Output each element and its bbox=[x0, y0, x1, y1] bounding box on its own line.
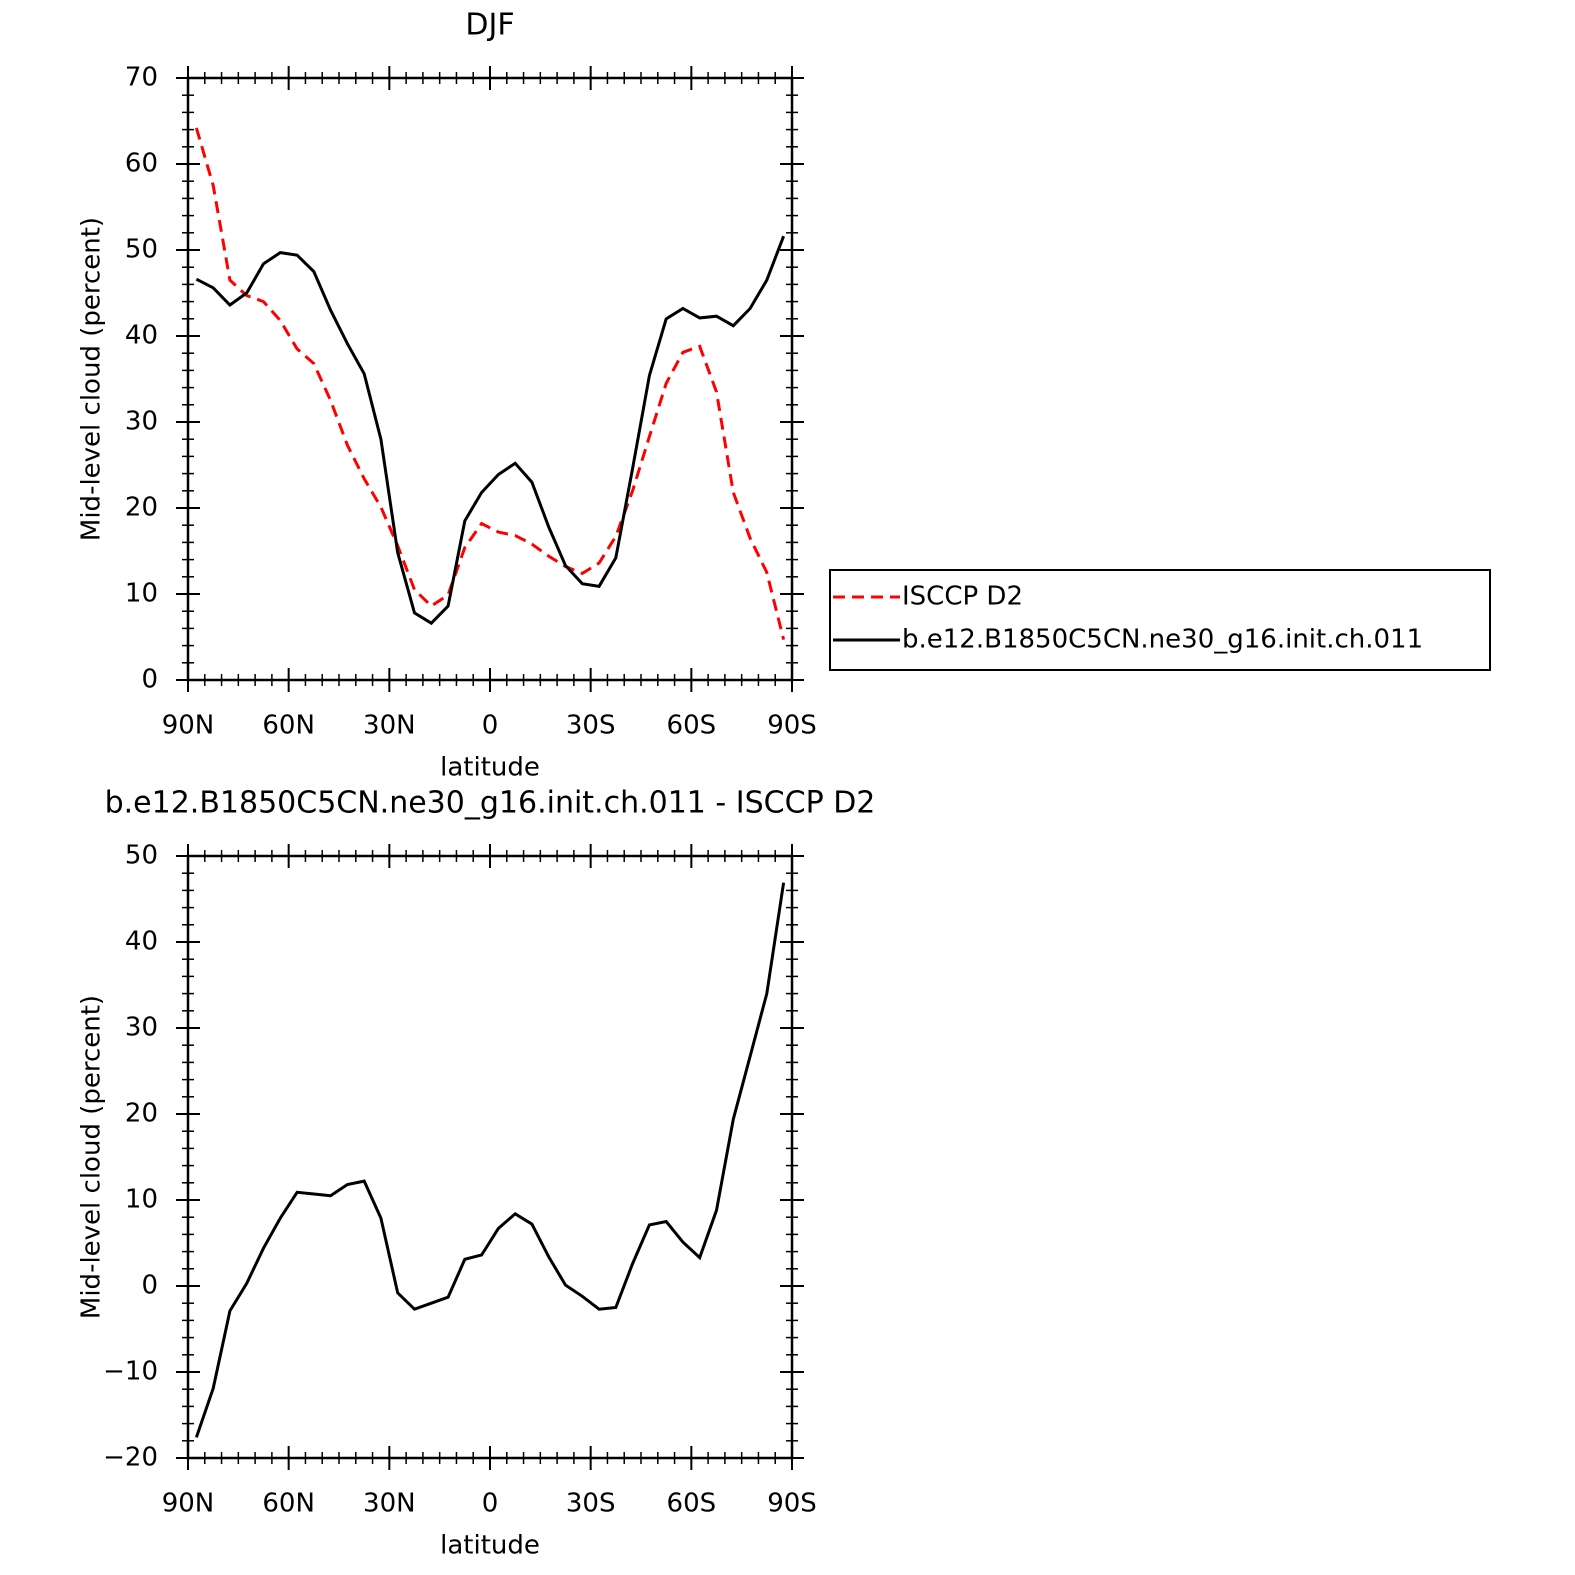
legend-label: ISCCP D2 bbox=[902, 582, 1023, 612]
x-tick-label: 30S bbox=[566, 711, 616, 741]
x-tick-label: 90S bbox=[767, 1489, 817, 1519]
x-tick-label: 90N bbox=[162, 711, 215, 741]
x-tick-label: 0 bbox=[482, 711, 499, 741]
x-tick-label: 0 bbox=[482, 1489, 499, 1519]
legend-box bbox=[829, 569, 1491, 671]
x-tick-label: 90S bbox=[767, 711, 817, 741]
plot-frame bbox=[186, 854, 794, 1460]
y-tick-label: 10 bbox=[125, 1185, 158, 1215]
y-axis-label: Mid-level cloud (percent) bbox=[77, 217, 107, 541]
x-axis-label: latitude bbox=[440, 1531, 540, 1561]
data-line bbox=[194, 882, 786, 1438]
chart-title: b.e12.B1850C5CN.ne30_g16.init.ch.011 - I… bbox=[105, 786, 876, 821]
y-tick-label: −10 bbox=[103, 1357, 158, 1387]
y-tick-label: 60 bbox=[125, 149, 158, 179]
y-tick-label: 50 bbox=[125, 235, 158, 265]
plot-frame bbox=[186, 76, 794, 682]
y-axis-label: Mid-level cloud (percent) bbox=[77, 995, 107, 1319]
y-tick-label: 0 bbox=[141, 1271, 158, 1301]
x-tick-label: 30S bbox=[566, 1489, 616, 1519]
x-tick-label: 60N bbox=[262, 711, 315, 741]
y-tick-label: 0 bbox=[141, 665, 158, 695]
y-tick-label: 20 bbox=[125, 1099, 158, 1129]
y-tick-label: −20 bbox=[103, 1443, 158, 1473]
x-tick-label: 60S bbox=[667, 1489, 717, 1519]
chart-title: DJF bbox=[465, 8, 514, 43]
x-tick-label: 60S bbox=[667, 711, 717, 741]
y-tick-label: 50 bbox=[125, 841, 158, 871]
y-tick-label: 20 bbox=[125, 493, 158, 523]
x-axis-label: latitude bbox=[440, 753, 540, 783]
y-tick-label: 40 bbox=[125, 321, 158, 351]
legend-label: b.e12.B1850C5CN.ne30_g16.init.ch.011 bbox=[902, 625, 1423, 655]
data-line bbox=[195, 235, 786, 626]
x-tick-label: 60N bbox=[262, 1489, 315, 1519]
x-tick-label: 30N bbox=[363, 711, 416, 741]
x-tick-label: 30N bbox=[363, 1489, 416, 1519]
y-tick-label: 30 bbox=[125, 1013, 158, 1043]
x-tick-label: 90N bbox=[162, 1489, 215, 1519]
data-line bbox=[194, 127, 786, 640]
y-tick-label: 30 bbox=[125, 407, 158, 437]
y-tick-label: 70 bbox=[125, 63, 158, 93]
y-tick-label: 40 bbox=[125, 927, 158, 957]
y-tick-label: 10 bbox=[125, 579, 158, 609]
